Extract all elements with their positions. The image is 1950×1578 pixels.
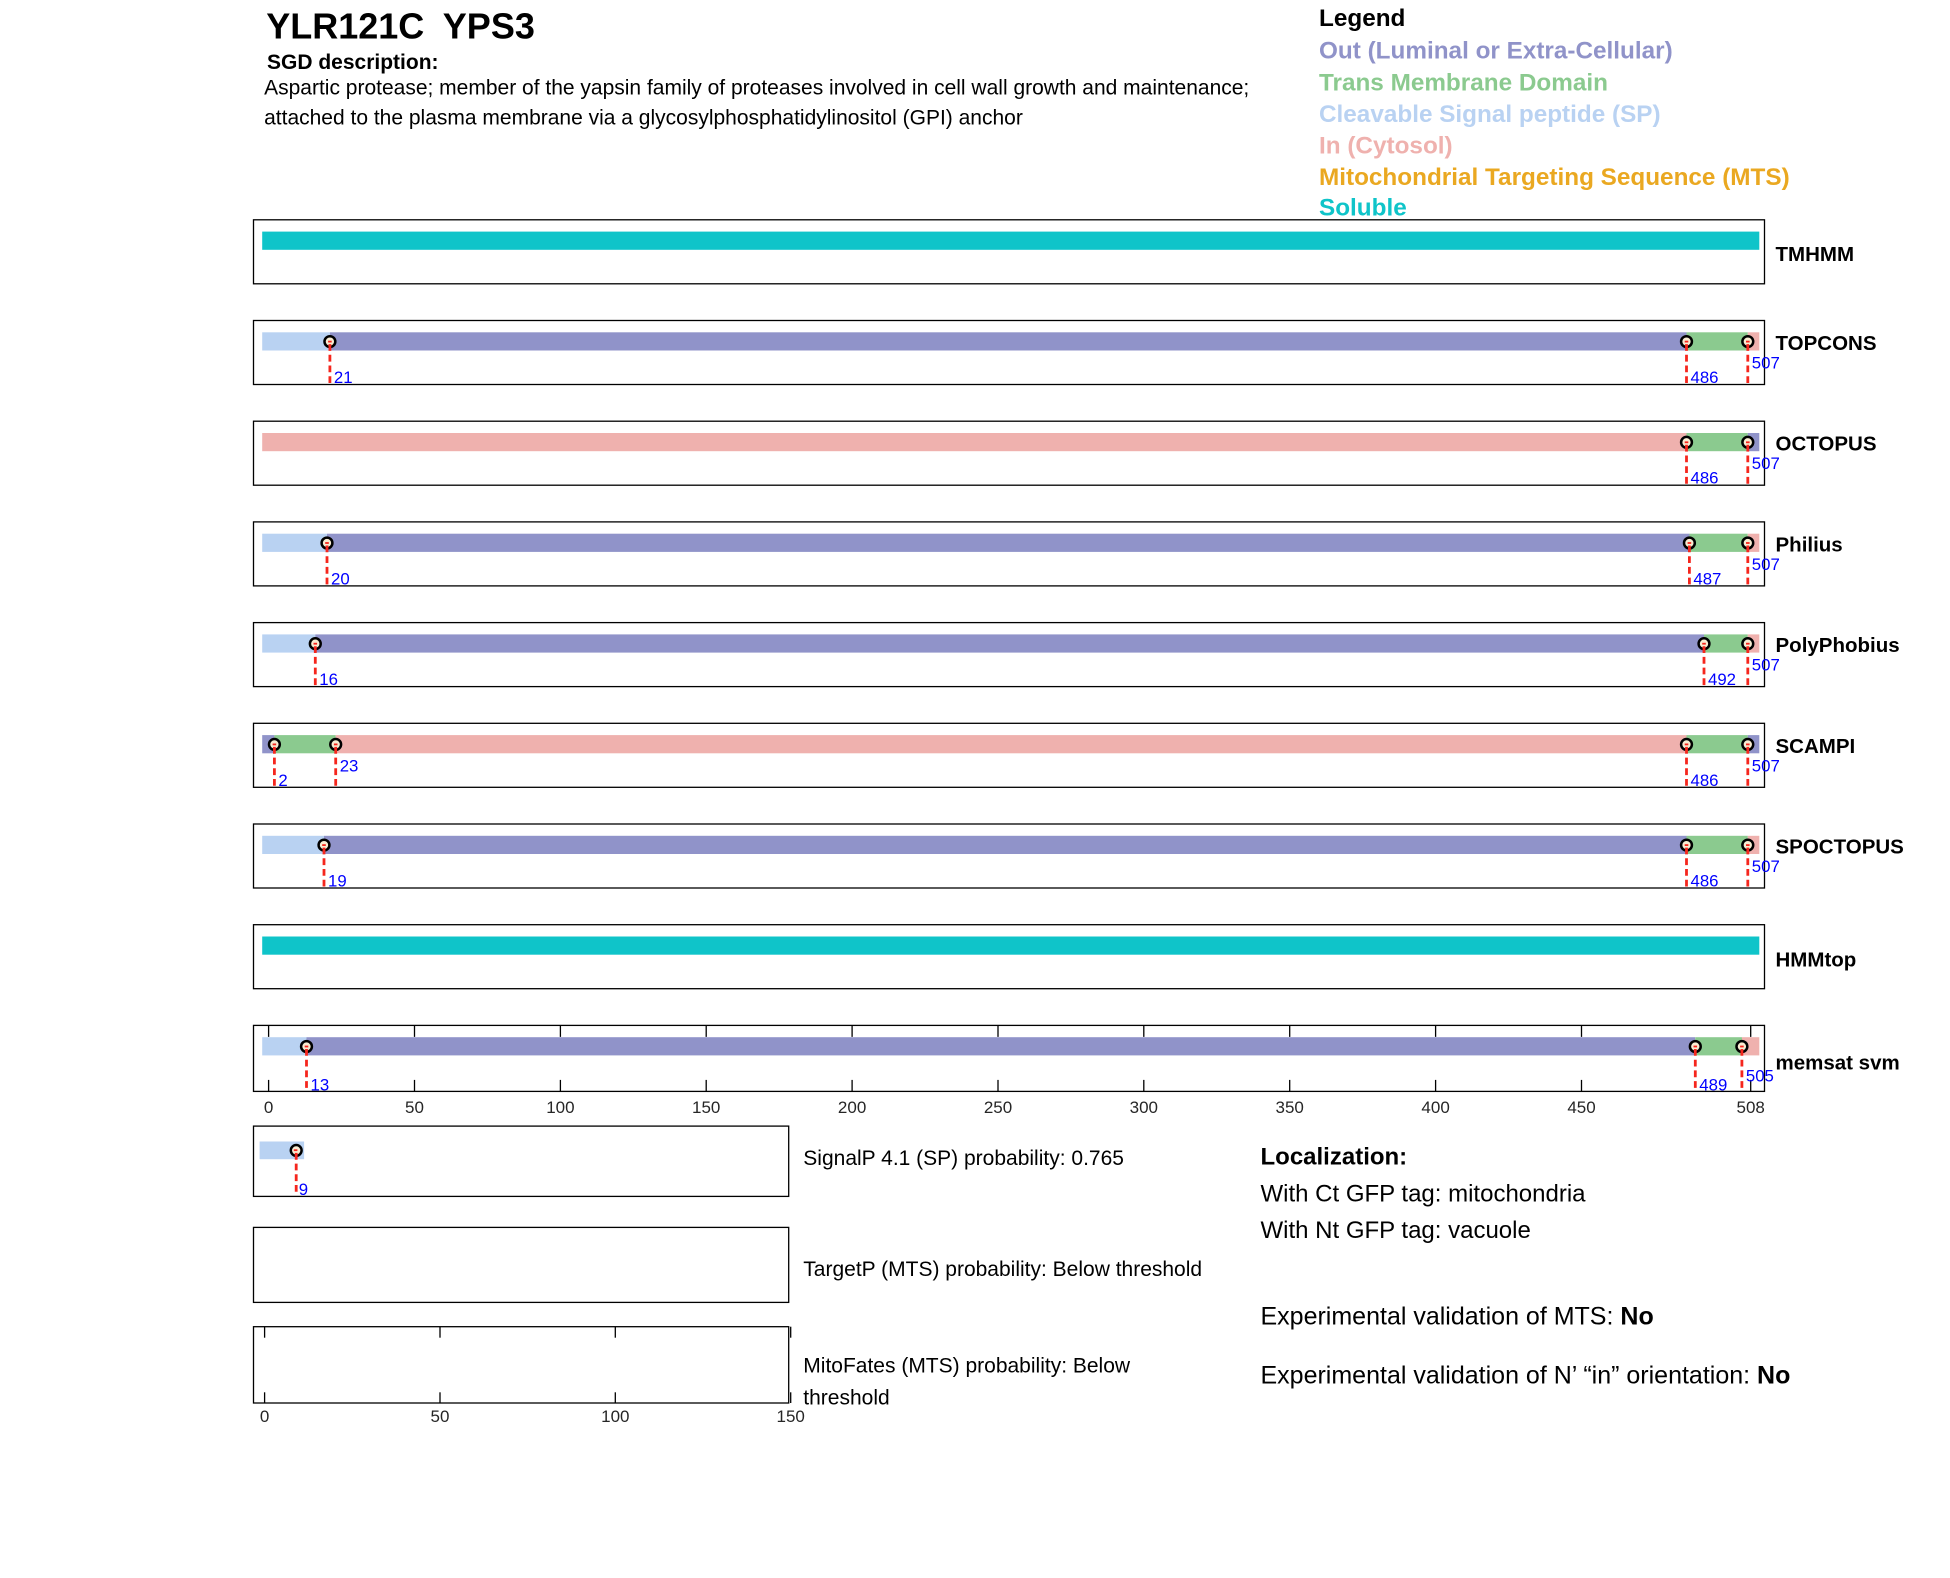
- svg-text:350: 350: [1276, 1098, 1304, 1117]
- svg-text:300: 300: [1130, 1098, 1158, 1117]
- svg-text:508: 508: [1737, 1098, 1765, 1117]
- svg-text:SignalP 4.1 (SP) probability:: SignalP 4.1 (SP) probability: 0.765: [803, 1147, 1124, 1170]
- svg-text:150: 150: [777, 1407, 805, 1426]
- svg-text:Soluble: Soluble: [1319, 195, 1407, 222]
- svg-text:YPS3: YPS3: [443, 6, 535, 47]
- svg-text:Legend: Legend: [1319, 5, 1405, 32]
- svg-text:20: 20: [331, 569, 350, 588]
- svg-text:With Ct GFP tag: mitochondria: With Ct GFP tag: mitochondria: [1261, 1181, 1587, 1208]
- svg-text:16: 16: [319, 670, 338, 689]
- svg-text:9: 9: [299, 1180, 308, 1199]
- svg-text:In (Cytosol): In (Cytosol): [1319, 133, 1453, 160]
- svg-text:PolyPhobius: PolyPhobius: [1776, 634, 1900, 657]
- svg-text:Mitochondrial Targeting Sequen: Mitochondrial Targeting Sequence (MTS): [1319, 164, 1790, 191]
- svg-text:TMHMM: TMHMM: [1776, 243, 1855, 266]
- svg-text:Localization:: Localization:: [1261, 1144, 1408, 1171]
- svg-text:486: 486: [1691, 771, 1719, 790]
- svg-text:SCAMPI: SCAMPI: [1776, 735, 1856, 758]
- svg-text:507: 507: [1752, 756, 1780, 775]
- svg-text:TargetP (MTS) probability: Bel: TargetP (MTS) probability: Below thresho…: [803, 1258, 1202, 1281]
- svg-text:507: 507: [1752, 555, 1780, 574]
- svg-text:486: 486: [1691, 368, 1719, 387]
- svg-text:492: 492: [1708, 670, 1736, 689]
- svg-text:486: 486: [1691, 872, 1719, 891]
- svg-text:threshold: threshold: [803, 1387, 889, 1410]
- svg-text:100: 100: [601, 1407, 629, 1426]
- svg-text:memsat svm: memsat svm: [1776, 1052, 1900, 1075]
- svg-text:Cleavable Signal peptide (SP): Cleavable Signal peptide (SP): [1319, 101, 1661, 128]
- svg-text:Experimental validation of MTS: Experimental validation of MTS: No: [1261, 1302, 1654, 1330]
- svg-text:150: 150: [692, 1098, 720, 1117]
- svg-text:507: 507: [1752, 656, 1780, 675]
- svg-text:MitoFates (MTS) probability: B: MitoFates (MTS) probability: Below: [803, 1355, 1131, 1378]
- svg-text:487: 487: [1693, 569, 1721, 588]
- svg-text:486: 486: [1691, 469, 1719, 488]
- svg-text:Out (Luminal or Extra-Cellular: Out (Luminal or Extra-Cellular): [1319, 38, 1673, 65]
- svg-text:100: 100: [546, 1098, 574, 1117]
- svg-text:505: 505: [1746, 1066, 1774, 1085]
- svg-text:19: 19: [328, 872, 347, 891]
- svg-text:HMMtop: HMMtop: [1776, 949, 1857, 972]
- svg-text:Aspartic protease; member of t: Aspartic protease; member of the yapsin …: [264, 76, 1249, 99]
- svg-text:0: 0: [264, 1098, 273, 1117]
- svg-text:Philius: Philius: [1776, 533, 1843, 556]
- svg-text:2: 2: [278, 771, 287, 790]
- svg-text:507: 507: [1752, 454, 1780, 473]
- svg-text:489: 489: [1699, 1076, 1727, 1095]
- svg-text:507: 507: [1752, 354, 1780, 373]
- svg-text:400: 400: [1421, 1098, 1449, 1117]
- svg-text:Experimental validation of N’: Experimental validation of N’ “in” orien…: [1261, 1362, 1791, 1390]
- svg-text:attached to the plasma membran: attached to the plasma membrane via a gl…: [264, 107, 1023, 130]
- svg-text:13: 13: [311, 1076, 330, 1095]
- svg-text:50: 50: [431, 1407, 450, 1426]
- svg-text:SGD description:: SGD description:: [267, 51, 439, 74]
- svg-text:21: 21: [334, 368, 353, 387]
- svg-text:23: 23: [340, 756, 359, 775]
- svg-text:200: 200: [838, 1098, 866, 1117]
- svg-text:SPOCTOPUS: SPOCTOPUS: [1776, 836, 1904, 859]
- svg-text:507: 507: [1752, 857, 1780, 876]
- svg-text:TOPCONS: TOPCONS: [1776, 332, 1877, 355]
- svg-text:With Nt GFP tag: vacuole: With Nt GFP tag: vacuole: [1261, 1217, 1531, 1244]
- svg-text:450: 450: [1567, 1098, 1595, 1117]
- svg-text:250: 250: [984, 1098, 1012, 1117]
- svg-text:50: 50: [405, 1098, 424, 1117]
- svg-text:YLR121C: YLR121C: [266, 6, 424, 47]
- svg-text:OCTOPUS: OCTOPUS: [1776, 433, 1877, 456]
- svg-text:Trans Membrane Domain: Trans Membrane Domain: [1319, 70, 1608, 97]
- svg-text:0: 0: [260, 1407, 269, 1426]
